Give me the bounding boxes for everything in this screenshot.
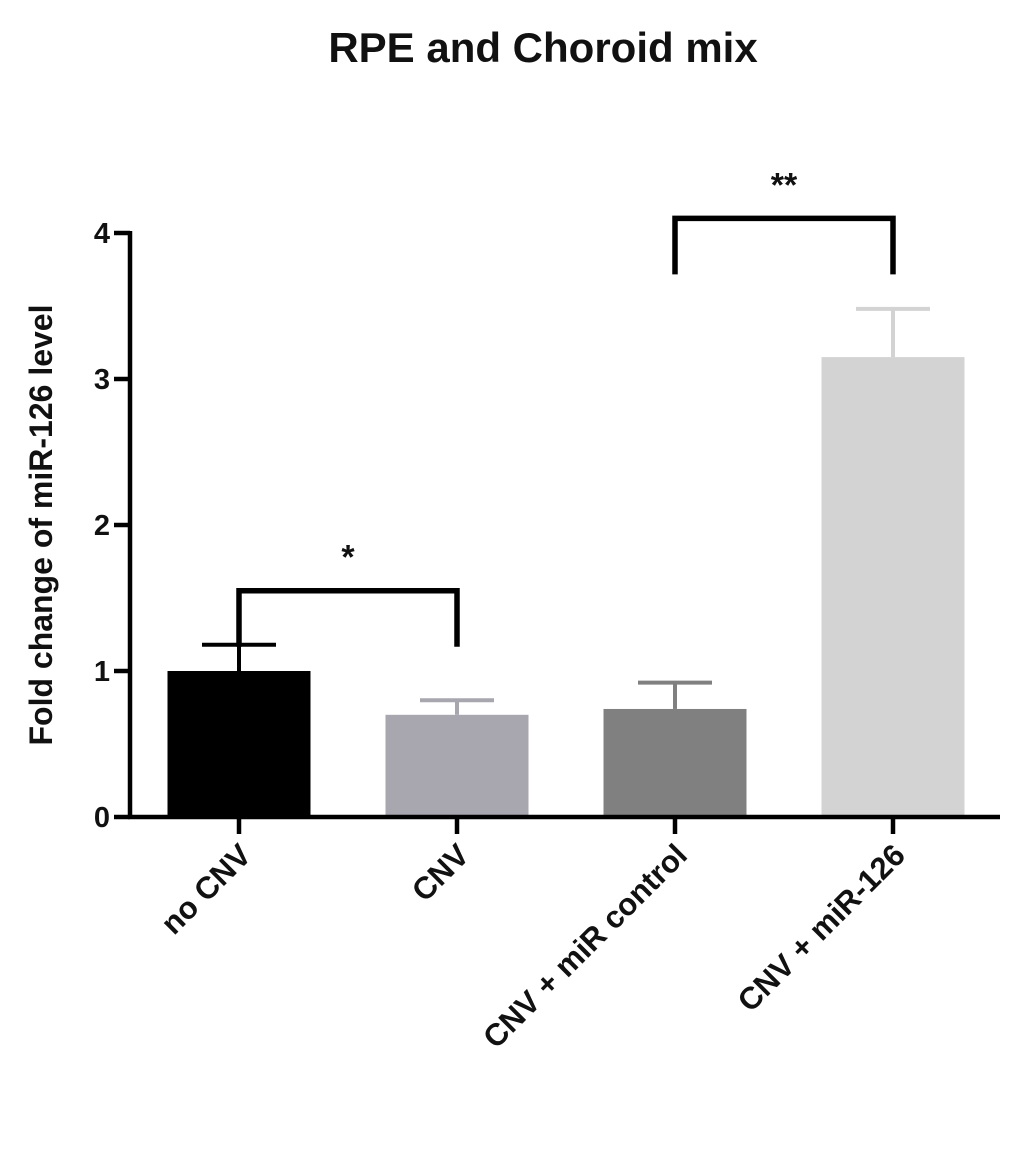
- y-tick-label: 4: [94, 218, 110, 250]
- chart-title: RPE and Choroid mix: [328, 24, 758, 71]
- x-tick-label: no CNV: [154, 837, 258, 941]
- significance-label: **: [771, 166, 798, 204]
- y-tick-label: 2: [94, 510, 110, 542]
- significance-bracket-1: [672, 215, 896, 275]
- y-tick-label: 1: [94, 656, 110, 688]
- x-tick-label: CNV + miR-126: [731, 837, 912, 1018]
- x-tick-label: CNV + miR control: [476, 837, 694, 1055]
- plot-area: 0 1 2 3 4 no CNV CNV CNV + miR control CNV + miR…: [94, 166, 1000, 1055]
- bar-3: [821, 357, 965, 817]
- y-tick-label: 0: [94, 802, 110, 834]
- bar-0: [167, 671, 311, 817]
- y-axis-label: Fold change of miR-126 level: [23, 305, 59, 746]
- bar-1: [385, 714, 529, 817]
- y-tick-label: 3: [94, 364, 110, 396]
- significance-label: *: [341, 539, 355, 577]
- bar-2: [603, 708, 747, 817]
- x-tick-label: CNV: [405, 837, 476, 908]
- significance-bracket-0: [236, 587, 460, 647]
